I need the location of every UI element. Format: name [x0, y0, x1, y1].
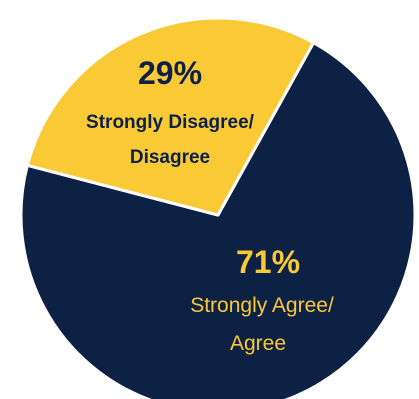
pie-slices [19, 16, 417, 399]
slice-disagree [25, 16, 316, 217]
slice-disagree-percent: 29% [138, 55, 202, 91]
slice-disagree-label-line-1: Strongly Disagree/ [86, 112, 255, 133]
slice-agree-label-line-1: Strongly Agree/ [190, 294, 334, 317]
slice-disagree-label-line-2: Disagree [130, 147, 210, 168]
slice-agree-label-line-2: Agree [230, 332, 286, 355]
slice-agree [19, 41, 417, 399]
slice-agree-percent: 71% [236, 244, 300, 280]
